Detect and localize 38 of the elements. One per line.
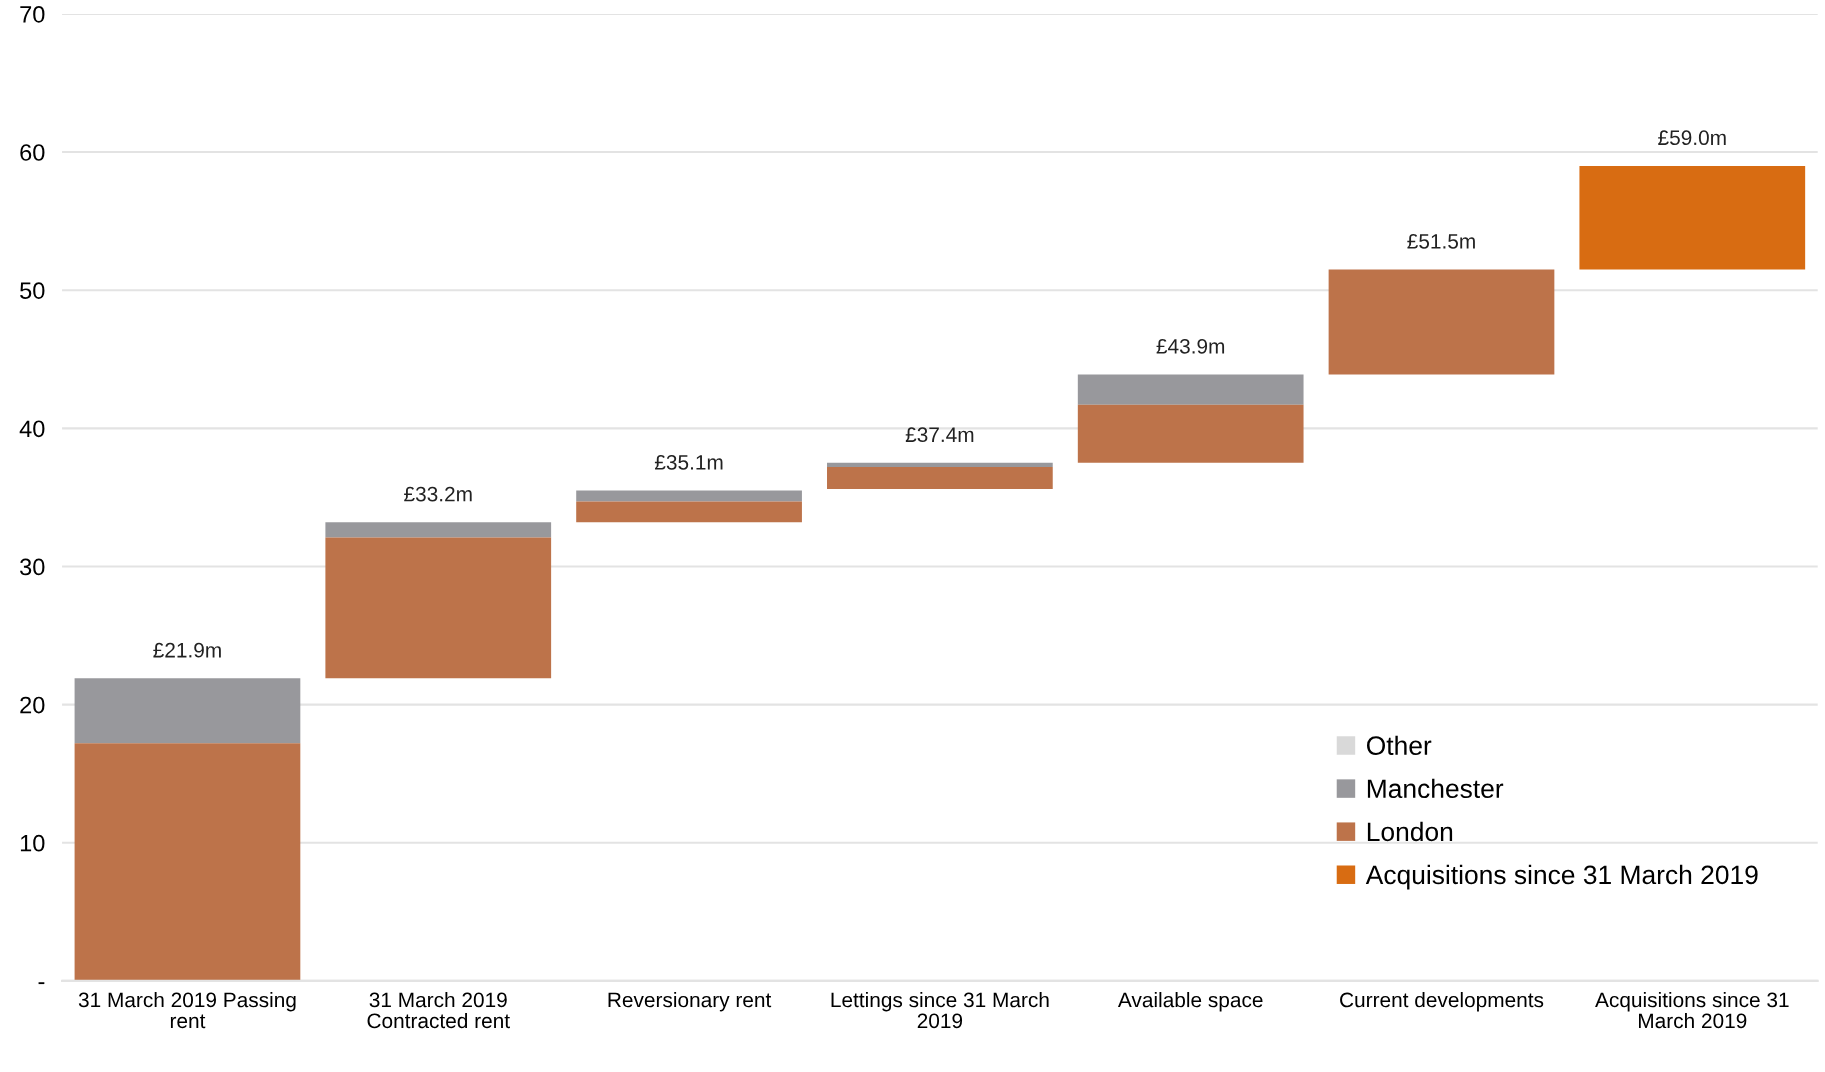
y-tick-label: 60: [20, 144, 45, 161]
bar: [827, 462, 1053, 468]
annotation: £43.9m: [1156, 338, 1225, 354]
y-tick-label: 10: [20, 834, 45, 852]
x-tick-label: Current developments: [1340, 991, 1544, 1012]
bar: [1077, 404, 1304, 463]
bar: [827, 467, 1053, 490]
x-tick-label: Reversionary rent: [608, 991, 772, 1012]
annotation: £59.0m: [1658, 130, 1726, 146]
annotation: £21.9m: [153, 642, 221, 658]
legend-label: Other: [1366, 735, 1432, 756]
legend-label: Acquisitions since 31 March 2019: [1365, 864, 1758, 890]
x-tick-label: Lettings since 31 March 2019: [831, 991, 1049, 1029]
bar: [325, 537, 552, 679]
y-tick-label: 70: [20, 6, 45, 23]
bar: [576, 501, 802, 523]
annotation: £35.1m: [654, 454, 723, 470]
y-tick-label: 50: [20, 282, 45, 299]
x-tick-label: 31 March 2019 Passing rent: [78, 991, 296, 1029]
bar: [74, 743, 301, 981]
bar: [74, 678, 301, 744]
legend-label: Manchester: [1367, 778, 1504, 799]
x-tick-label: Acquisitions since 31 March 2019: [1595, 991, 1789, 1029]
y-tick-label: 40: [19, 420, 45, 438]
annotation: £37.4m: [905, 427, 974, 443]
x-tick-label: 31 March 2019 Contracted rent: [367, 991, 510, 1029]
annotation: £51.5m: [1407, 233, 1475, 249]
x-tick-label: Available space: [1117, 991, 1263, 1012]
y-tick-label: 20: [20, 696, 45, 714]
legend-label: London: [1367, 821, 1453, 842]
y-tick-label: -: [38, 982, 45, 985]
annotation: £33.2m: [404, 486, 472, 502]
y-tick-label: 30: [20, 558, 45, 576]
bar: [1328, 269, 1555, 375]
bar: [576, 490, 802, 502]
bar: [1579, 165, 1806, 270]
bar: [325, 522, 552, 538]
bar: [1077, 374, 1304, 405]
